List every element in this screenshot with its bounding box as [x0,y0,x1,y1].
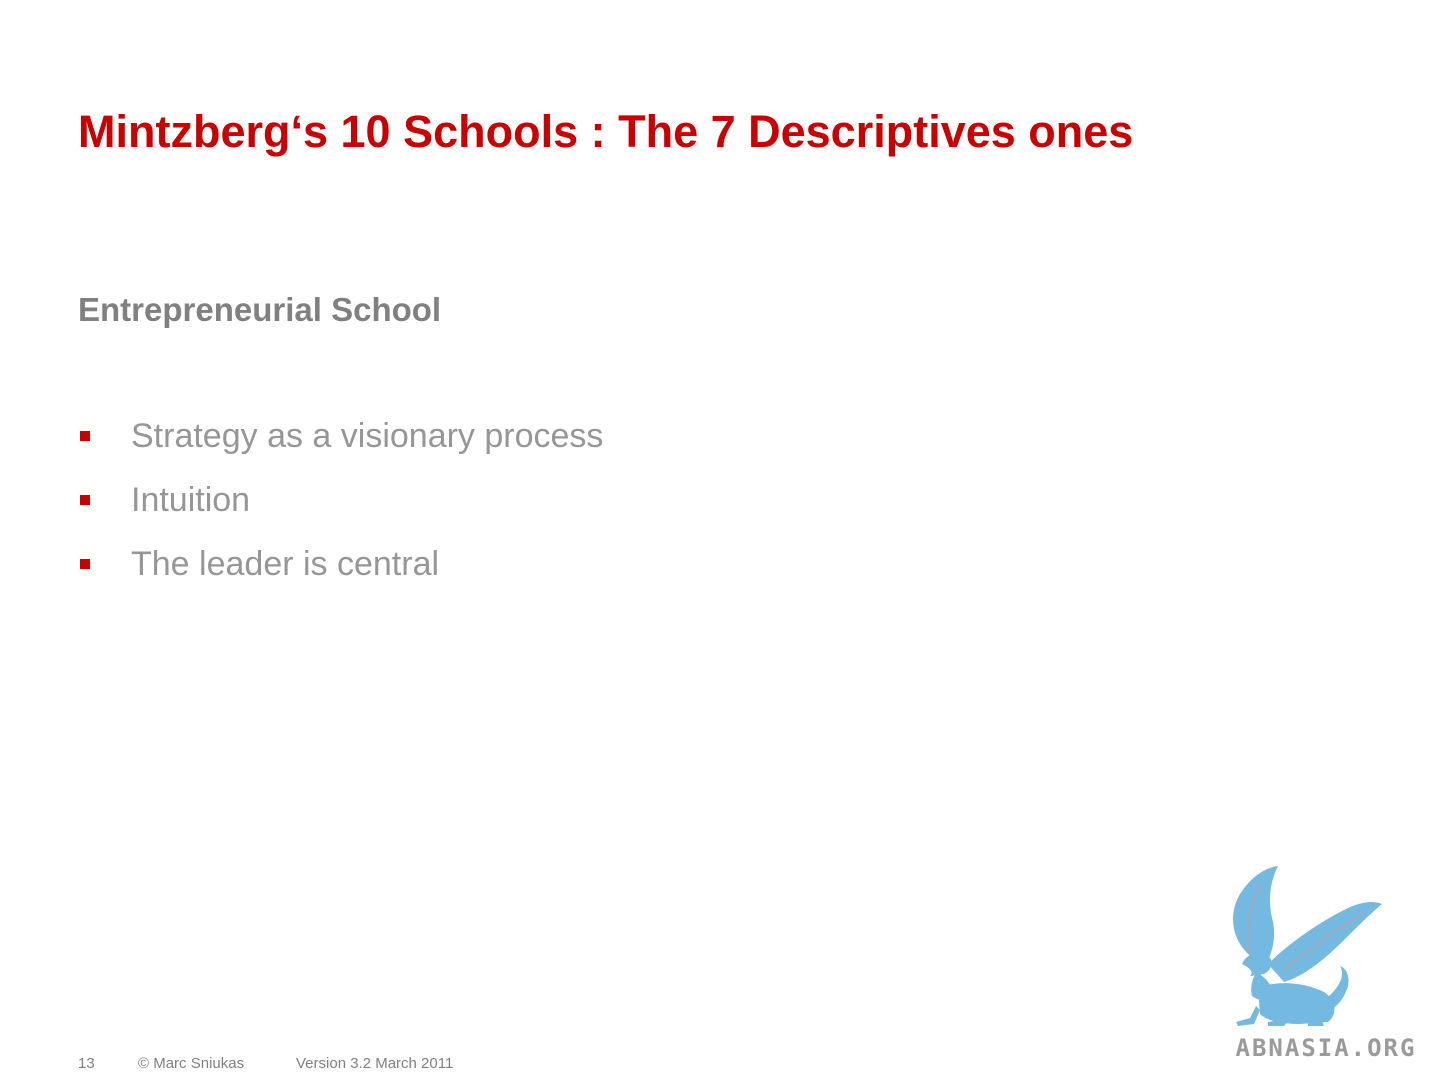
square-bullet-icon [80,495,90,505]
square-bullet-icon [80,559,90,569]
section-heading: Entrepreneurial School [78,291,442,328]
footer-version: Version 3.2 March 2011 [296,1055,454,1072]
bullet-text: Strategy as a visionary process [131,417,604,455]
bullet-text: Intuition [131,481,251,519]
footer-copyright: © Marc Sniukas [138,1055,245,1072]
griffin-logo-icon: ABNASIA.ORG [1233,866,1417,1062]
square-bullet-icon [80,431,90,441]
watermark-text: ABNASIA.ORG [1236,1034,1417,1062]
watermark-logo: ABNASIA.ORG [1220,860,1432,1070]
slide-title: Mintzberg‘s 10 Schools : The 7 Descripti… [78,106,1134,157]
bullet-text: The leader is central [131,545,440,583]
footer-page-number: 13 [78,1055,95,1072]
